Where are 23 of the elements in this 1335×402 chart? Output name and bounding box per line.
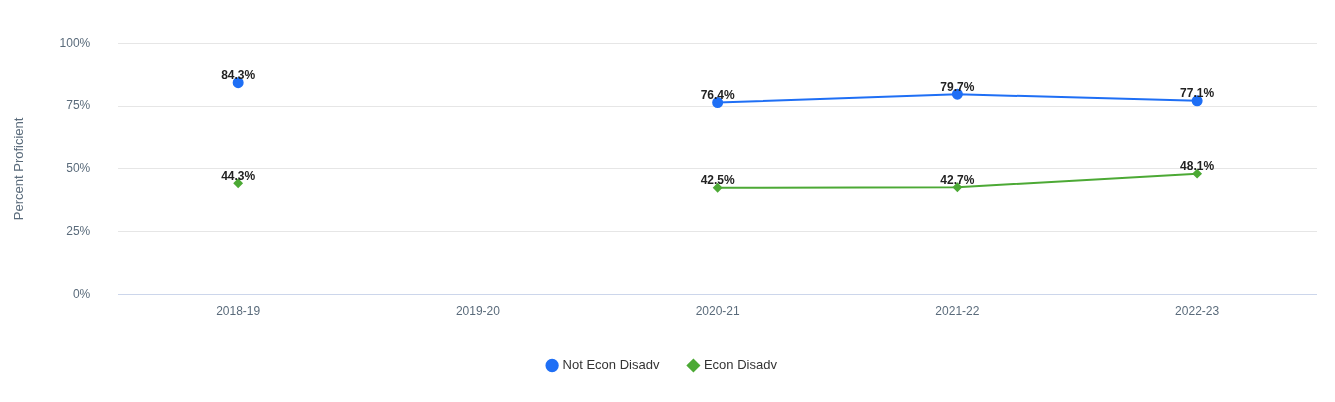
data-label: 42.7% bbox=[940, 172, 975, 187]
x-tick-label: 2019-20 bbox=[455, 304, 501, 319]
y-axis-title: Percent Proficient bbox=[11, 117, 27, 221]
data-label: 42.5% bbox=[700, 173, 735, 188]
data-label: 77.1% bbox=[1180, 86, 1215, 101]
point bbox=[1192, 169, 1202, 179]
legend-label: Not Econ Disadv bbox=[562, 357, 660, 373]
y-tick-label: 50% bbox=[66, 161, 91, 176]
data-label: 79.7% bbox=[940, 79, 975, 94]
legend-label: Econ Disadv bbox=[703, 357, 778, 373]
x-tick-label: 2021-22 bbox=[935, 304, 980, 319]
y-tick-label: 0% bbox=[72, 286, 91, 301]
data-label: 44.3% bbox=[221, 168, 256, 183]
data-label: 76.4% bbox=[700, 87, 735, 102]
data-label: 84.3% bbox=[221, 67, 256, 82]
y-tick-label: 75% bbox=[66, 98, 91, 113]
point bbox=[713, 183, 723, 193]
x-tick-label: 2020-21 bbox=[695, 304, 740, 319]
x-tick-label: 2018-19 bbox=[216, 304, 261, 319]
data-label: 48.1% bbox=[1180, 158, 1215, 173]
x-tick-label: 2022-23 bbox=[1175, 304, 1220, 319]
y-tick-label: 100% bbox=[59, 35, 91, 50]
y-tick-label: 25% bbox=[66, 224, 91, 239]
